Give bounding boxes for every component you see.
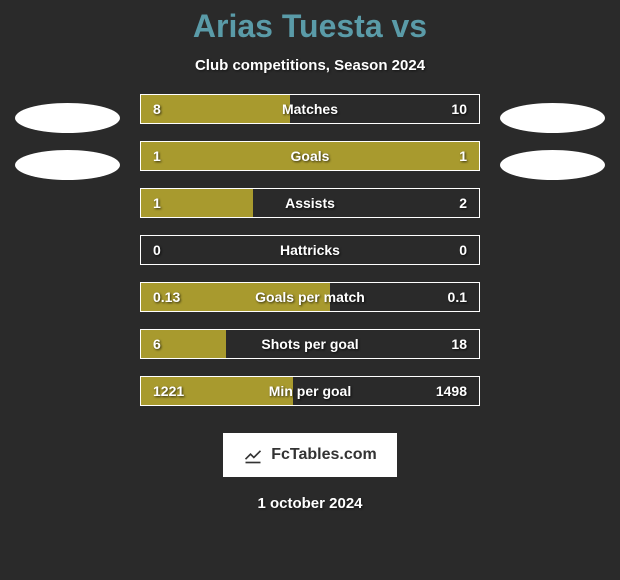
stat-bar: 1221 1498 Min per goal — [140, 376, 480, 406]
stat-bar: 0 0 Hattricks — [140, 235, 480, 265]
stat-bar: 1 1 Goals — [140, 141, 480, 171]
stat-row-wrapper: 1 2 Assists — [0, 188, 620, 235]
value-left: 8 — [153, 101, 161, 117]
value-left: 1221 — [153, 383, 184, 399]
value-right: 10 — [451, 101, 467, 117]
logo-text: FcTables.com — [271, 446, 377, 464]
stats-chart: 8 10 Matches 1 1 Goals 1 2 Assists 0 0 Hattricks 0.1… — [0, 94, 620, 423]
page-subtitle: Club competitions, Season 2024 — [195, 57, 425, 74]
bar-left — [141, 95, 290, 123]
stat-label: Goals per match — [255, 289, 365, 305]
value-right: 0.1 — [448, 289, 467, 305]
value-right: 1498 — [436, 383, 467, 399]
value-right: 2 — [459, 195, 467, 211]
stat-bar: 6 18 Shots per goal — [140, 329, 480, 359]
stat-label: Matches — [282, 101, 338, 117]
value-right: 1 — [459, 148, 467, 164]
value-left: 1 — [153, 195, 161, 211]
stat-row-wrapper: 1 1 Goals — [0, 141, 620, 188]
bar-left — [141, 142, 310, 170]
logo-box: FcTables.com — [223, 433, 397, 477]
date-label: 1 october 2024 — [257, 495, 362, 512]
value-right: 18 — [451, 336, 467, 352]
stat-label: Hattricks — [280, 242, 340, 258]
stat-bar: 8 10 Matches — [140, 94, 480, 124]
stat-label: Assists — [285, 195, 335, 211]
player-right-avatar — [500, 103, 605, 133]
stat-label: Min per goal — [269, 383, 351, 399]
value-right: 0 — [459, 242, 467, 258]
value-left: 6 — [153, 336, 161, 352]
chart-icon — [243, 445, 263, 465]
value-left: 0 — [153, 242, 161, 258]
player-right-avatar — [500, 150, 605, 180]
stat-bar: 0.13 0.1 Goals per match — [140, 282, 480, 312]
stat-row-wrapper: 1221 1498 Min per goal — [0, 376, 620, 423]
value-left: 1 — [153, 148, 161, 164]
bar-right — [310, 142, 479, 170]
page-title: Arias Tuesta vs — [193, 8, 427, 45]
stat-bar: 1 2 Assists — [140, 188, 480, 218]
stat-row-wrapper: 6 18 Shots per goal — [0, 329, 620, 376]
player-left-avatar — [15, 150, 120, 180]
stat-row-wrapper: 0.13 0.1 Goals per match — [0, 282, 620, 329]
stat-label: Goals — [291, 148, 330, 164]
stat-row-wrapper: 0 0 Hattricks — [0, 235, 620, 282]
value-left: 0.13 — [153, 289, 180, 305]
player-left-avatar — [15, 103, 120, 133]
stat-label: Shots per goal — [261, 336, 358, 352]
stat-row-wrapper: 8 10 Matches — [0, 94, 620, 141]
